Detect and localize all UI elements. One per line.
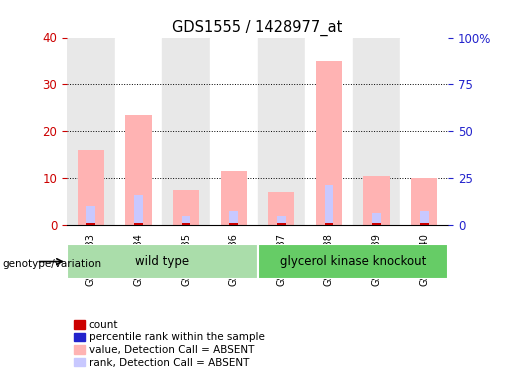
Bar (258, 38, 305, 225)
Bar (411, 178, 437, 225)
Bar (324, 223, 333, 225)
Bar (87, 206, 95, 225)
Bar (364, 176, 390, 225)
Bar (277, 223, 286, 225)
Bar (420, 211, 428, 225)
Bar (173, 190, 199, 225)
Bar (229, 211, 238, 225)
Bar (134, 223, 143, 225)
Bar (125, 115, 151, 225)
Bar (401, 38, 448, 225)
Bar (229, 223, 238, 225)
Bar (220, 171, 247, 225)
FancyBboxPatch shape (67, 244, 258, 279)
Bar (114, 38, 162, 225)
Bar (268, 192, 295, 225)
Bar (372, 213, 381, 225)
Bar (87, 223, 95, 225)
Bar (277, 216, 286, 225)
Bar (305, 38, 353, 225)
Bar (78, 150, 104, 225)
Title: GDS1555 / 1428977_at: GDS1555 / 1428977_at (173, 20, 342, 36)
Bar (67, 38, 115, 225)
Bar (210, 38, 258, 225)
Bar (372, 223, 381, 225)
Bar (316, 61, 342, 225)
Bar (182, 216, 191, 225)
Bar (182, 223, 191, 225)
Bar (162, 38, 210, 225)
Text: wild type: wild type (135, 255, 190, 268)
Text: glycerol kinase knockout: glycerol kinase knockout (280, 255, 426, 268)
Legend: count, percentile rank within the sample, value, Detection Call = ABSENT, rank, : count, percentile rank within the sample… (72, 318, 267, 370)
Bar (420, 223, 428, 225)
FancyBboxPatch shape (258, 244, 448, 279)
Bar (324, 185, 333, 225)
Text: genotype/variation: genotype/variation (3, 260, 101, 269)
Bar (134, 195, 143, 225)
Bar (353, 38, 401, 225)
